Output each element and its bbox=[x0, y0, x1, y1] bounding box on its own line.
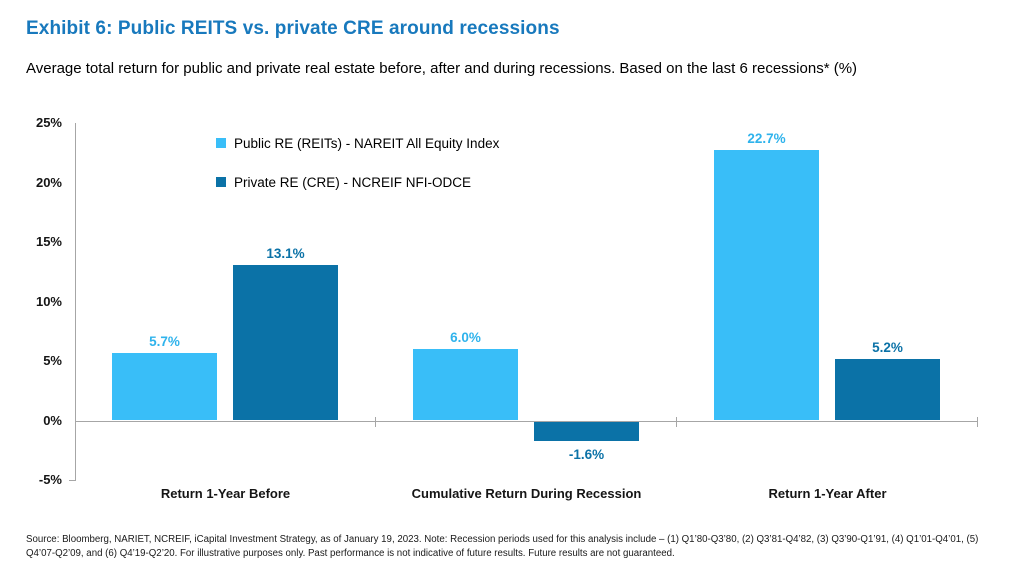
bar-value-label: 22.7% bbox=[747, 131, 786, 147]
legend-swatch-icon bbox=[216, 177, 226, 187]
bar-public-1 bbox=[413, 349, 518, 421]
legend-label: Private RE (CRE) - NCREIF NFI-ODCE bbox=[234, 174, 472, 190]
y-tick-label: 10% bbox=[35, 293, 62, 309]
bar-public-0 bbox=[112, 352, 217, 421]
category-label: Return 1-Year Before bbox=[160, 486, 291, 501]
category-label: Cumulative Return During Recession bbox=[411, 486, 642, 501]
y-tick-label: -5% bbox=[38, 472, 62, 487]
legend-label: Public RE (REITs) - NAREIT All Equity In… bbox=[234, 135, 500, 151]
bar-value-label: 6.0% bbox=[450, 330, 481, 346]
bar-private-2 bbox=[835, 358, 940, 421]
category-boundary-tick bbox=[375, 416, 376, 427]
y-tick-label: 15% bbox=[35, 234, 62, 249]
plot-area: 5.7% 13.1% Return 1-Year Before 6.0% -1.6% Cu… bbox=[69, 123, 978, 523]
zero-baseline bbox=[75, 420, 978, 422]
source-footnote: Source: Bloomberg, NARIET, NCREIF, iCapi… bbox=[26, 534, 979, 559]
y-tick-label: 0% bbox=[43, 412, 62, 428]
bar-value-label: 5.7% bbox=[149, 333, 180, 349]
y-axis-tick-labels: 25% 20% 15% 10% 5% 0% -5% bbox=[0, 115, 62, 487]
y-tick-label: 5% bbox=[43, 353, 62, 368]
bar-public-2 bbox=[714, 150, 819, 421]
bar-value-label: 5.2% bbox=[872, 339, 903, 355]
legend-item: Public RE (REITs) - NAREIT All Equity In… bbox=[216, 134, 499, 152]
legend-item: Private RE (CRE) - NCREIF NFI-ODCE bbox=[216, 173, 499, 191]
y-tick-label: 25% bbox=[35, 115, 62, 130]
y-axis-line bbox=[75, 123, 76, 481]
bar-private-1 bbox=[534, 421, 639, 441]
bar-value-label: 13.1% bbox=[266, 245, 305, 261]
bar-private-0 bbox=[233, 264, 338, 421]
category-boundary-tick bbox=[676, 416, 677, 427]
page-subtitle: Average total return for public and priv… bbox=[26, 60, 858, 77]
category-boundary-tick bbox=[977, 416, 978, 427]
page-title: Exhibit 6: Public REITS vs. private CRE … bbox=[26, 18, 560, 39]
y-tick-label: 20% bbox=[35, 174, 62, 190]
y-axis-bottom-tick bbox=[69, 480, 76, 481]
legend-swatch-icon bbox=[216, 138, 226, 148]
category-label: Return 1-Year After bbox=[768, 486, 887, 501]
legend: Public RE (REITs) - NAREIT All Equity In… bbox=[216, 134, 499, 212]
bar-value-label: -1.6% bbox=[568, 446, 605, 462]
